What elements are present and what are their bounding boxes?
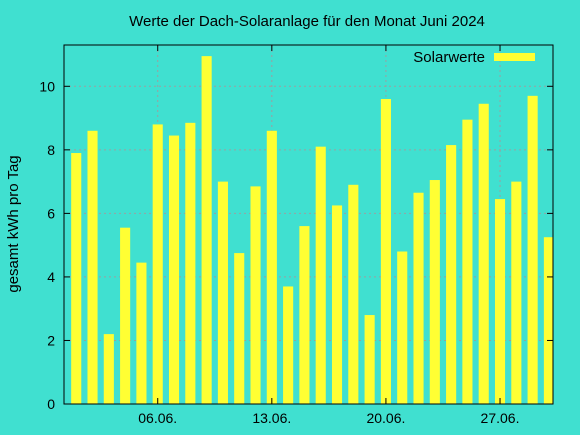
y-tick-label: 2 [47, 332, 55, 348]
y-tick-label: 6 [47, 205, 55, 221]
bar [201, 56, 212, 404]
bar [283, 286, 294, 404]
bar [527, 95, 538, 405]
bar [315, 146, 326, 405]
legend-label: Solarwerte [413, 49, 485, 66]
bar [511, 181, 522, 404]
y-axis-label: gesamt kWh pro Tag [5, 155, 22, 292]
bar [364, 315, 375, 404]
bar [234, 253, 245, 404]
bar [71, 153, 82, 404]
bar [331, 205, 343, 404]
bar [478, 103, 489, 404]
bar [250, 186, 261, 404]
bar [348, 184, 359, 404]
bar [413, 192, 424, 404]
axis-ticks: 0 2 4 6 8 10 06.06. 13.06. 20.06. 27.06. [39, 45, 553, 426]
legend-swatch [494, 53, 535, 61]
bar [429, 180, 440, 404]
bar [462, 119, 473, 404]
bar [136, 262, 147, 404]
bar [168, 135, 180, 404]
y-tick-label: 8 [47, 142, 55, 158]
bar [299, 226, 310, 404]
x-tick-label: 06.06. [138, 410, 177, 426]
bar [103, 334, 114, 404]
x-tick-label: 13.06. [252, 410, 291, 426]
bars [71, 56, 553, 405]
bar [494, 199, 506, 404]
y-tick-label: 4 [47, 269, 55, 285]
bar [87, 130, 98, 405]
bar [446, 145, 457, 404]
legend: Solarwerte [413, 49, 535, 66]
chart-title: Werte der Dach-Solaranlage für den Monat… [129, 13, 485, 30]
bar [185, 122, 196, 405]
x-tick-label: 27.06. [481, 410, 520, 426]
bar [380, 99, 391, 404]
bar [543, 237, 553, 404]
y-tick-label: 0 [47, 396, 55, 412]
bar [266, 130, 277, 405]
bar [397, 251, 408, 404]
bar [217, 181, 228, 404]
bar [152, 124, 163, 405]
plot-frame [63, 44, 554, 405]
x-tick-label: 20.06. [366, 410, 405, 426]
y-tick-label: 10 [39, 78, 55, 94]
bar [120, 227, 131, 404]
